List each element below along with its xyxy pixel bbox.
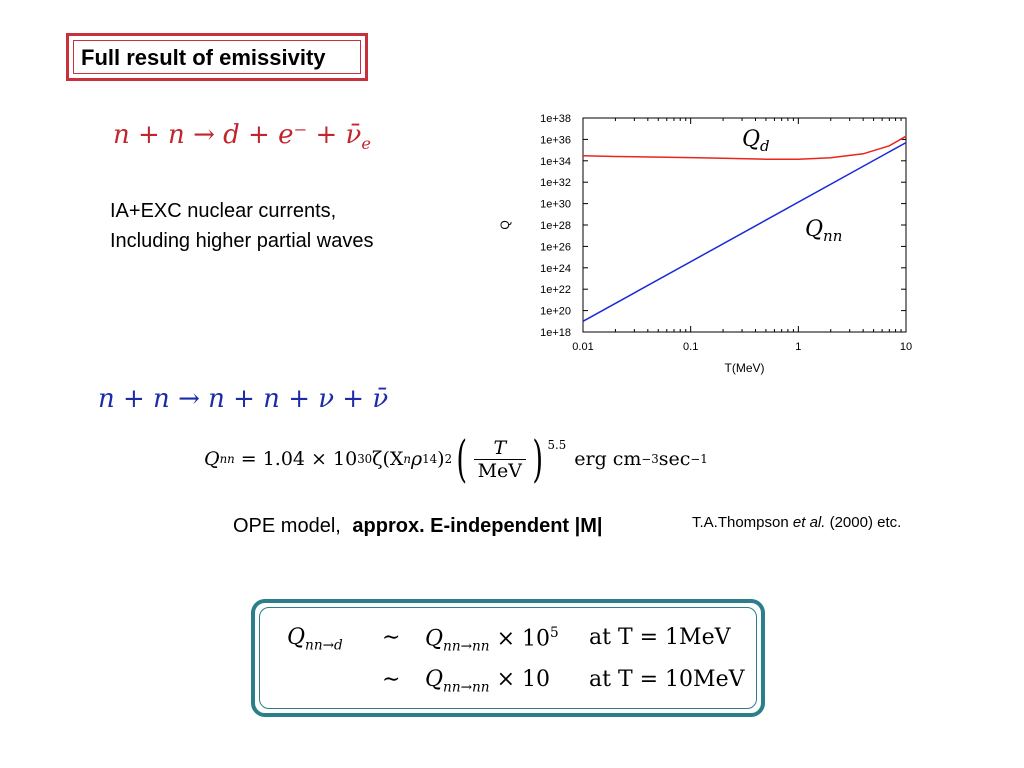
summary-lhs-sub: nn→d	[305, 637, 343, 654]
reference-etal: et al.	[792, 514, 826, 531]
x-tick-label: 0.01	[572, 341, 593, 353]
y-tick-label: 1e+34	[540, 156, 571, 168]
formula-sq: 2	[444, 452, 453, 466]
y-axis-label: Q	[500, 220, 512, 229]
fraction-denominator: MeV	[473, 458, 527, 482]
series-label-q_nn: Qnn	[805, 217, 842, 245]
summary-sim-1: ∼	[382, 625, 401, 650]
formula-rho: ρ	[411, 448, 423, 470]
reaction-deuteron-text: n + n → d + e⁻ + ν̄	[113, 120, 362, 150]
y-tick-label: 1e+24	[540, 263, 571, 275]
summary-box: Qnn→d ∼ Qnn→nn × 105 at T = 1MeV ∼ Qnn→n…	[251, 599, 765, 717]
x-axis-label: T(MeV)	[725, 361, 765, 375]
y-tick-label: 1e+30	[540, 199, 571, 211]
ope-bold: approx. E-independent |M|	[352, 515, 603, 537]
summary-row1-expr: Qnn→nn × 105	[425, 625, 559, 655]
formula-unit-a-exp: −3	[641, 452, 659, 466]
reaction-deuteron: n + n → d + e⁻ + ν̄e	[113, 120, 371, 153]
formula-fraction: T MeV	[473, 436, 527, 482]
reference: T.A.Thompson et al. (2000) etc.	[692, 514, 901, 531]
y-tick-label: 1e+18	[540, 327, 571, 339]
emissivity-chart: 1e+18 1e+20 1e+22 1e+24 1e+26 1e+28 1e+30 1e+32…	[500, 113, 912, 375]
summary-row2-mul: × 10	[496, 667, 550, 692]
summary-row1-q-sub: nn→nn	[443, 638, 490, 655]
y-tick-label: 1e+20	[540, 306, 571, 318]
summary-row2-at: at T = 10MeV	[589, 667, 745, 692]
reaction-deuteron-sub: e	[361, 134, 371, 154]
formula-coef: = 1.04 × 10	[240, 448, 358, 470]
summary-row-1: Qnn→d ∼ Qnn→nn × 105 at T = 1MeV	[287, 625, 730, 655]
series-line-q_d	[582, 135, 907, 160]
note-line-1: IA+EXC nuclear currents,	[110, 200, 337, 222]
y-tick-label: 1e+36	[540, 134, 571, 146]
formula-lhs: Q	[204, 448, 220, 470]
summary-lhs: Q	[287, 625, 306, 650]
y-tick-label: 1e+38	[540, 113, 571, 125]
formula-exp: 30	[357, 452, 373, 466]
paren-close: )	[532, 430, 544, 488]
formula-unit-b-exp: −1	[690, 452, 708, 466]
summary-row2-expr: Qnn→nn × 10	[425, 667, 550, 695]
formula-zeta: ζ(X	[372, 448, 404, 470]
y-tick-label: 1e+22	[540, 284, 571, 296]
ope-line: OPE model, approx. E-independent |M|	[233, 515, 602, 538]
reaction-nn: n + n → n + n + ν + ν̄	[98, 384, 389, 414]
summary-row1-at: at T = 1MeV	[589, 625, 731, 650]
summary-row1-exp: 5	[550, 625, 559, 641]
title-frame-inner	[73, 40, 361, 74]
x-tick-label: 10	[900, 341, 912, 353]
reference-year: (2000) etc.	[825, 514, 902, 531]
y-tick-label: 1e+26	[540, 241, 571, 253]
summary-sim-2: ∼	[382, 667, 401, 692]
summary-row1-mul: × 10	[496, 626, 550, 652]
slide-title: Full result of emissivity	[81, 45, 326, 70]
summary-box-inner	[259, 607, 757, 709]
formula-power: 5.5	[547, 438, 567, 452]
series-label-q_d: Qd	[742, 127, 770, 155]
paren-open: (	[456, 430, 468, 488]
summary-row1-q: Q	[425, 626, 444, 652]
note-line-2: Including higher partial waves	[110, 230, 374, 252]
x-tick-label: 0.1	[683, 341, 698, 353]
formula-lhs-sub: nn	[219, 452, 235, 466]
x-tick-label: 1	[795, 341, 801, 353]
series-line-q_nn	[582, 141, 907, 322]
formula-close: )	[437, 448, 445, 470]
formula-zeta-sub: n	[403, 452, 411, 466]
reference-author: T.A.Thompson	[692, 514, 793, 531]
summary-row2-q-sub: nn→nn	[443, 679, 490, 696]
title-frame: Full result of emissivity	[66, 33, 368, 81]
formula-unit-a: erg cm	[574, 448, 642, 470]
fraction-numerator: T	[493, 436, 507, 459]
y-tick-label: 1e+28	[540, 220, 571, 232]
summary-row2-q: Q	[425, 667, 444, 692]
y-tick-label: 1e+32	[540, 177, 571, 189]
ope-label: OPE model,	[233, 515, 341, 537]
formula-rho-sub: 14	[422, 452, 438, 466]
formula-unit-b: sec	[658, 448, 691, 470]
